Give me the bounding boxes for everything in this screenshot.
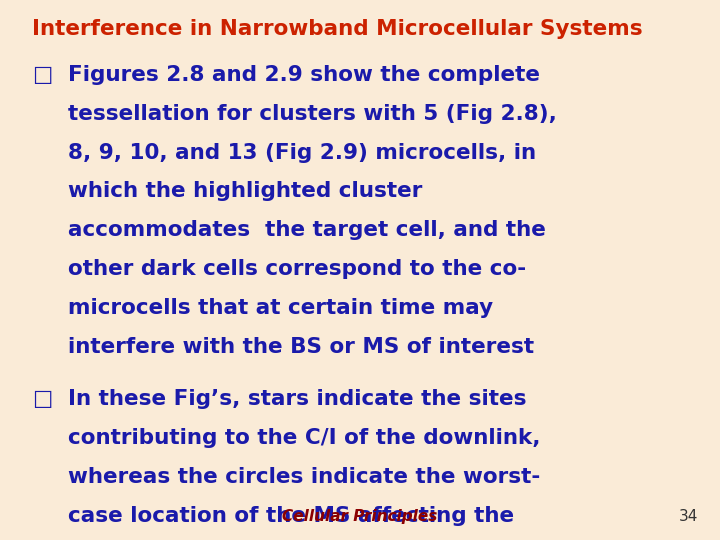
Text: other dark cells correspond to the co-: other dark cells correspond to the co- bbox=[68, 259, 526, 279]
Text: contributing to the C/I of the downlink,: contributing to the C/I of the downlink, bbox=[68, 428, 541, 448]
Text: microcells that at certain time may: microcells that at certain time may bbox=[68, 298, 493, 318]
Text: 8, 9, 10, and 13 (Fig 2.9) microcells, in: 8, 9, 10, and 13 (Fig 2.9) microcells, i… bbox=[68, 143, 536, 163]
Text: Cellular Principles: Cellular Principles bbox=[282, 509, 438, 524]
Text: whereas the circles indicate the worst-: whereas the circles indicate the worst- bbox=[68, 467, 541, 487]
Text: tessellation for clusters with 5 (Fig 2.8),: tessellation for clusters with 5 (Fig 2.… bbox=[68, 104, 557, 124]
Text: which the highlighted cluster: which the highlighted cluster bbox=[68, 181, 423, 201]
Text: □: □ bbox=[32, 389, 53, 409]
Text: interfere with the BS or MS of interest: interfere with the BS or MS of interest bbox=[68, 337, 534, 357]
Text: 34: 34 bbox=[679, 509, 698, 524]
Text: Interference in Narrowband Microcellular Systems: Interference in Narrowband Microcellular… bbox=[32, 19, 643, 39]
Text: Figures 2.8 and 2.9 show the complete: Figures 2.8 and 2.9 show the complete bbox=[68, 65, 541, 85]
Text: In these Fig’s, stars indicate the sites: In these Fig’s, stars indicate the sites bbox=[68, 389, 527, 409]
Text: accommodates  the target cell, and the: accommodates the target cell, and the bbox=[68, 220, 546, 240]
Text: case location of the MS affecting the: case location of the MS affecting the bbox=[68, 506, 515, 526]
Text: □: □ bbox=[32, 65, 53, 85]
